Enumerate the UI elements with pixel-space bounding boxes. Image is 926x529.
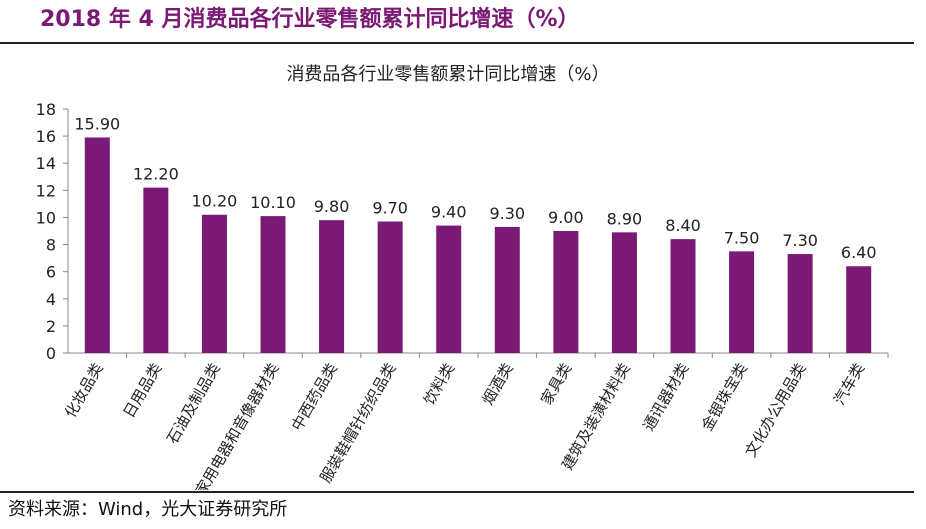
category-label: 化妆品类 — [61, 360, 107, 421]
bar — [787, 254, 813, 353]
bar-chart: 消费品各行业零售额累计同比增速（%） 0 2 4 6 8 10 12 14 16 18 15.90… — [36, 64, 889, 499]
bar — [377, 221, 403, 353]
data-label: 10.10 — [250, 193, 296, 212]
data-label: 10.20 — [192, 192, 238, 211]
chart-title: 消费品各行业零售额累计同比增速（%） — [286, 64, 609, 85]
y-tick-label: 16 — [36, 127, 56, 146]
top-divider — [0, 42, 914, 44]
category-label: 通讯器材类 — [639, 360, 692, 434]
y-tick-label: 18 — [36, 100, 56, 119]
y-tick-label: 10 — [36, 208, 56, 227]
data-label: 8.40 — [665, 216, 701, 235]
y-tick-label: 0 — [46, 344, 56, 363]
data-label: 7.50 — [724, 228, 760, 247]
category-label: 汽车类 — [830, 360, 868, 408]
bar — [436, 225, 462, 353]
y-tick-label: 6 — [46, 263, 56, 282]
y-tick-label: 2 — [46, 317, 56, 336]
page-title: 2018 年 4 月消费品各行业零售额累计同比增速（%） — [40, 7, 580, 32]
data-label: 9.70 — [372, 199, 408, 218]
bar-series — [84, 137, 872, 353]
bar — [260, 216, 286, 353]
category-label: 饮料类 — [420, 360, 458, 408]
bottom-divider — [0, 491, 914, 493]
data-label: 12.20 — [133, 165, 179, 184]
category-label: 中西药品类 — [288, 360, 341, 434]
data-label: 9.40 — [431, 203, 467, 222]
data-label: 6.40 — [841, 243, 877, 262]
bar — [84, 137, 110, 353]
y-tick-label: 12 — [36, 181, 56, 200]
bar — [729, 251, 755, 353]
data-label: 7.30 — [782, 231, 818, 250]
category-label: 日用品类 — [120, 360, 166, 421]
bar — [201, 214, 227, 353]
data-label: 8.90 — [607, 209, 643, 228]
category-label: 石油及制品类 — [163, 360, 224, 447]
y-tick-label: 14 — [36, 154, 56, 173]
source-note: 资料来源：Wind，光大证券研究所 — [8, 499, 288, 520]
y-tick-label: 8 — [46, 236, 56, 255]
data-label: 9.30 — [489, 204, 525, 223]
data-label: 9.80 — [314, 197, 350, 216]
category-label: 烟酒类 — [479, 360, 517, 408]
bar — [553, 231, 579, 353]
y-tick-label: 4 — [46, 290, 56, 309]
bar — [494, 226, 520, 353]
bar — [846, 266, 872, 353]
category-label: 家具类 — [537, 360, 575, 408]
data-labels: 15.90 12.20 10.20 10.10 9.80 9.70 9.40 9.30 9.00… — [74, 114, 876, 262]
y-axis: 0 2 4 6 8 10 12 14 16 18 — [36, 100, 69, 363]
bar — [611, 232, 637, 353]
bar — [143, 187, 169, 353]
bar — [319, 220, 345, 353]
data-label: 15.90 — [74, 114, 120, 133]
data-label: 9.00 — [548, 208, 584, 227]
category-label: 文化办公用品类 — [742, 360, 810, 460]
bar — [670, 239, 696, 353]
x-axis — [68, 352, 889, 358]
chart-container: 消费品各行业零售额累计同比增速（%） 0 2 4 6 8 10 12 14 16 18 15.90… — [0, 46, 926, 499]
category-label: 金银珠宝类 — [698, 360, 751, 434]
